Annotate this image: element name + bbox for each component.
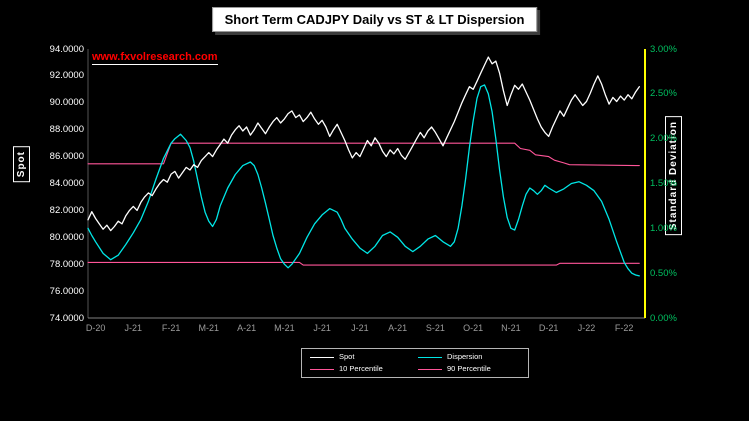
p90-legend-label: 90 Percentile: [447, 364, 491, 373]
p10-legend-label: 10 Percentile: [339, 364, 383, 373]
legend-item-p90: 90 Percentile: [418, 365, 520, 373]
legend-item-p10: 10 Percentile: [310, 365, 412, 373]
dispersion-legend-swatch: [418, 356, 442, 358]
legend-grid: Spot Dispersion 10 Percentile 90 Percentile: [310, 353, 520, 373]
p10-legend-swatch: [310, 368, 334, 370]
p10-line: [87, 261, 640, 266]
spot-legend-label: Spot: [339, 352, 355, 361]
spot-line: [87, 56, 640, 232]
right-axis-title: Standard Deviation: [665, 116, 682, 236]
p90-line: [87, 142, 640, 167]
chart-title: Short Term CADJPY Daily vs ST & LT Dispe…: [211, 7, 538, 32]
legend-item-spot: Spot: [310, 353, 412, 361]
p90-legend-swatch: [418, 368, 442, 370]
chart-legend: Spot Dispersion 10 Percentile 90 Percentile: [301, 348, 529, 378]
legend-item-dispersion: Dispersion: [418, 353, 520, 361]
watermark-url: www.fxvolresearch.com: [92, 51, 218, 65]
spot-legend-swatch: [310, 356, 334, 358]
dispersion-legend-label: Dispersion: [447, 352, 483, 361]
left-axis-title: Spot: [13, 146, 30, 183]
dispersion-line: [87, 84, 640, 277]
